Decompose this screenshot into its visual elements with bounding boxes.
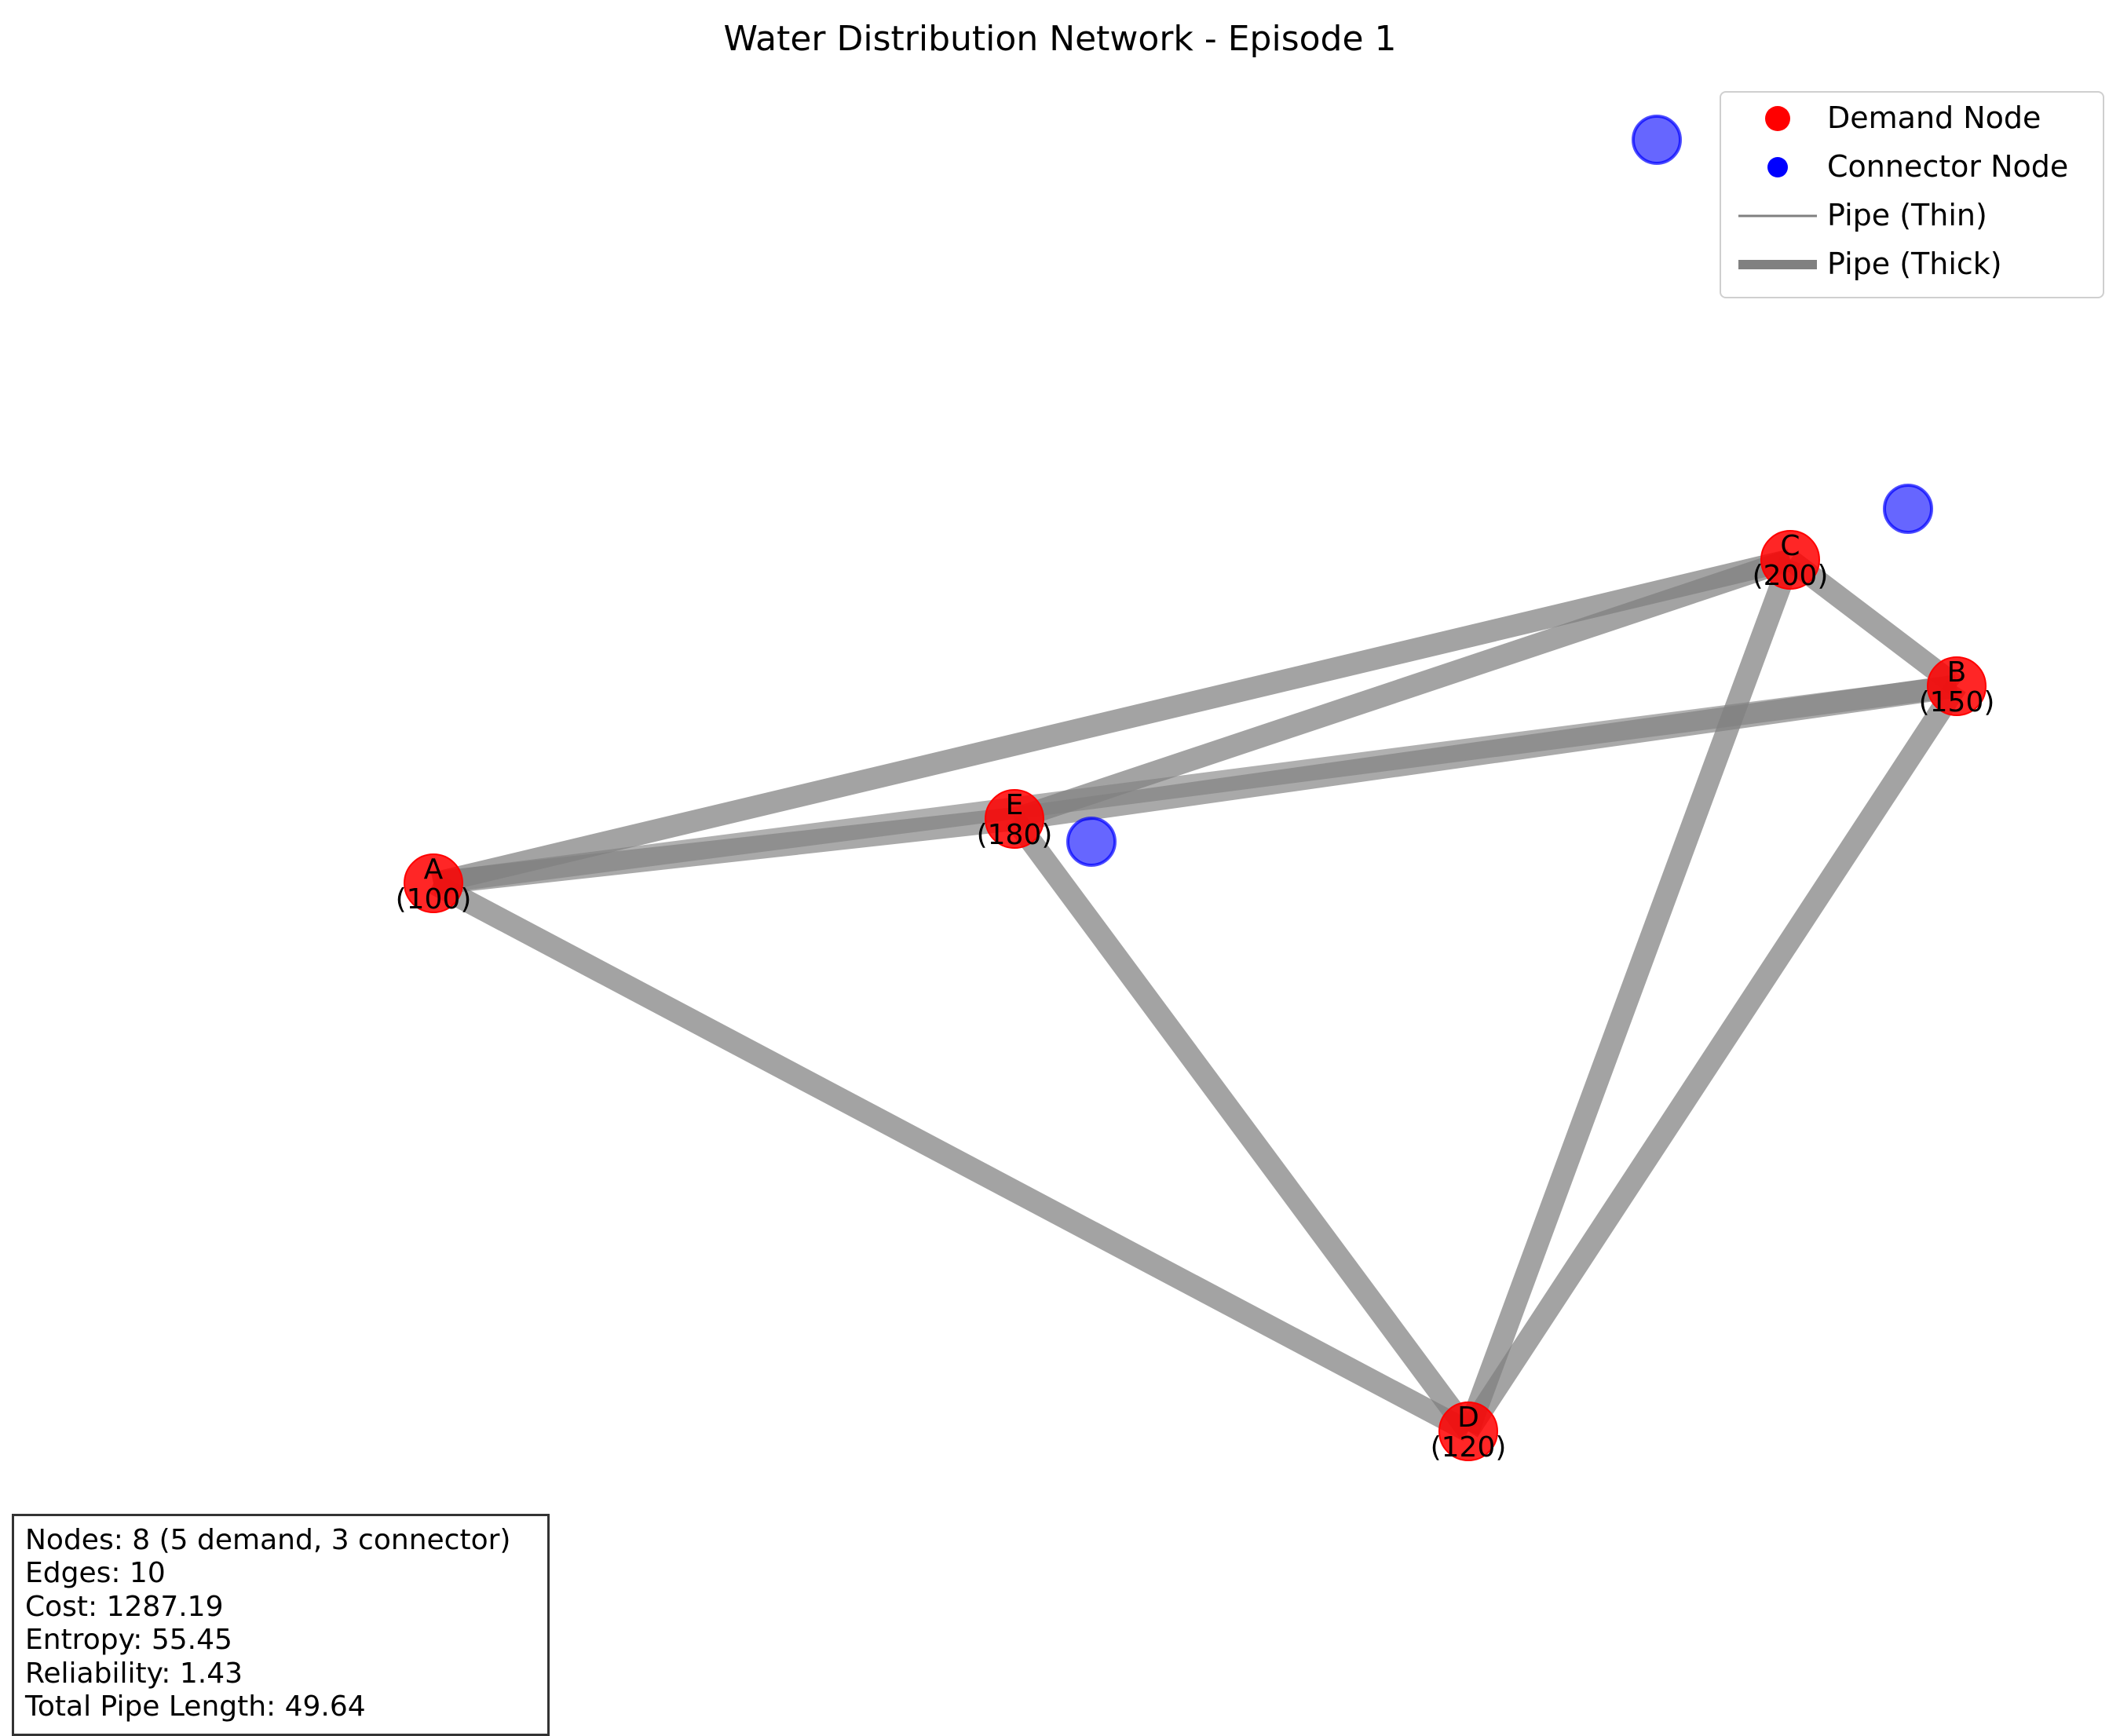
legend-label-demand: Demand Node xyxy=(1827,101,2041,135)
stats-length: Total Pipe Length: 49.64 xyxy=(25,1690,366,1723)
stats-box: Nodes: 8 (5 demand, 3 connector) Edges: … xyxy=(12,1514,550,1736)
node-demand-a: (100) xyxy=(396,883,472,916)
legend-row-thin-pipe: Pipe (Thin) xyxy=(1721,190,2103,237)
thin-pipe-line-icon xyxy=(1738,214,1817,217)
pipe-e-d xyxy=(1005,812,1478,1438)
node-label-a: A xyxy=(424,853,444,886)
legend-row-connector: Connector Node xyxy=(1721,141,2103,188)
pipe-c-b xyxy=(1783,550,1964,696)
chart-title: Water Distribution Network - Episode 1 xyxy=(723,19,1397,59)
connector-node-c1 xyxy=(1632,115,1682,165)
legend: Demand Node Connector Node Pipe (Thin) P… xyxy=(1720,91,2104,298)
node-demand-e: (180) xyxy=(977,819,1053,851)
node-demand-d: (120) xyxy=(1431,1431,1507,1464)
legend-row-demand: Demand Node xyxy=(1721,93,2103,140)
node-label-b: B xyxy=(1947,656,1967,689)
thick-pipe-line-icon xyxy=(1738,260,1817,269)
stats-cost: Cost: 1287.19 xyxy=(25,1590,224,1623)
connector-marker-icon xyxy=(1767,157,1788,177)
demand-node-e xyxy=(985,789,1044,849)
node-label-d: D xyxy=(1457,1402,1479,1434)
node-label-c: C xyxy=(1780,530,1800,562)
stats-reliability: Reliability: 1.43 xyxy=(25,1657,243,1690)
stats-entropy: Entropy: 55.45 xyxy=(25,1624,232,1657)
pipe-a-c xyxy=(430,549,1793,894)
demand-node-d xyxy=(1438,1402,1498,1461)
demand-node-a xyxy=(404,853,463,913)
pipe-b-d xyxy=(1459,680,1966,1438)
legend-label-thin: Pipe (Thin) xyxy=(1827,198,1987,232)
stats-nodes: Nodes: 8 (5 demand, 3 connector) xyxy=(25,1524,511,1556)
demand-marker-icon xyxy=(1765,106,1790,131)
pipe-a-b xyxy=(432,675,1958,894)
pipe-c-d xyxy=(1457,556,1801,1435)
demand-node-b xyxy=(1927,656,1987,716)
legend-label-connector: Connector Node xyxy=(1827,149,2069,184)
node-demand-c: (200) xyxy=(1753,560,1829,592)
stats-edges: Edges: 10 xyxy=(25,1557,166,1590)
pipe-e-c xyxy=(1011,549,1794,830)
demand-node-c xyxy=(1760,530,1820,590)
legend-label-thick: Pipe (Thick) xyxy=(1827,247,2002,281)
node-demand-b: (150) xyxy=(1919,686,1995,718)
connector-node-c2 xyxy=(1883,484,1933,534)
nodes-layer: A(100) B(150) C(200) D(120) E(180) xyxy=(396,115,1995,1464)
connector-node-c3 xyxy=(1066,817,1117,867)
node-label-e: E xyxy=(1006,789,1024,821)
pipe-a-d xyxy=(428,873,1474,1442)
pipes-layer xyxy=(428,549,1966,1442)
legend-row-thick-pipe: Pipe (Thick) xyxy=(1721,239,2103,286)
